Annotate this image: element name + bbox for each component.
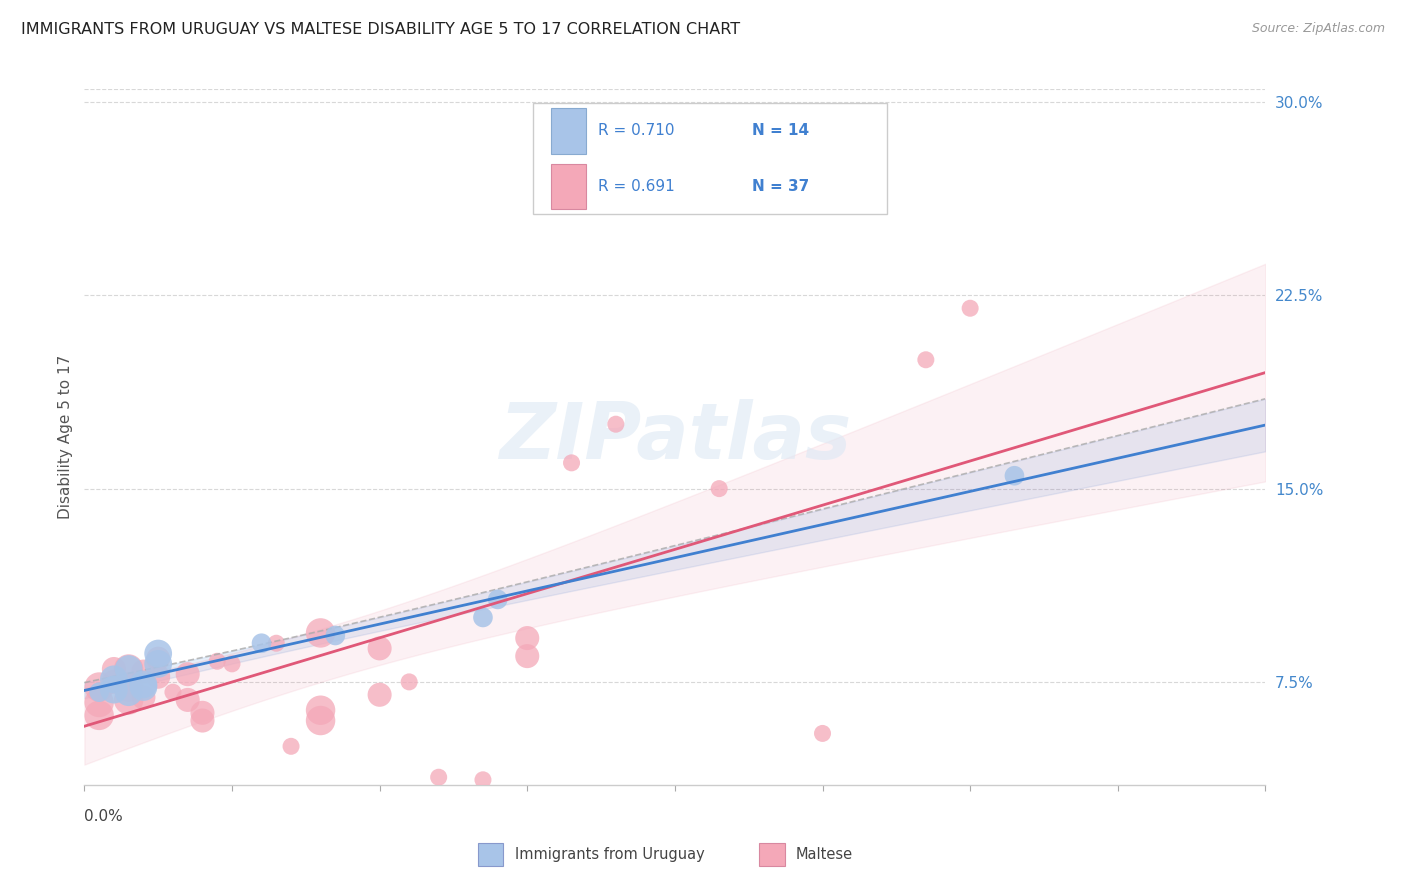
Point <box>132 690 155 705</box>
Point <box>811 726 834 740</box>
FancyBboxPatch shape <box>551 108 586 153</box>
Point <box>89 685 111 699</box>
Point <box>103 662 125 676</box>
Text: ZIPatlas: ZIPatlas <box>499 399 851 475</box>
Y-axis label: Disability Age 5 to 17: Disability Age 5 to 17 <box>58 355 73 519</box>
Point <box>177 693 200 707</box>
Point <box>191 706 214 720</box>
Point <box>118 662 141 676</box>
Text: R = 0.710: R = 0.710 <box>598 123 675 138</box>
Point <box>309 714 332 728</box>
Point <box>177 667 200 681</box>
Point <box>118 693 141 707</box>
Point <box>89 680 111 694</box>
FancyBboxPatch shape <box>551 164 586 210</box>
FancyBboxPatch shape <box>533 103 887 214</box>
Point <box>191 714 214 728</box>
Text: IMMIGRANTS FROM URUGUAY VS MALTESE DISABILITY AGE 5 TO 17 CORRELATION CHART: IMMIGRANTS FROM URUGUAY VS MALTESE DISAB… <box>21 22 740 37</box>
Point <box>132 665 155 679</box>
Point <box>118 685 141 699</box>
Text: N = 37: N = 37 <box>752 179 808 194</box>
Text: Source: ZipAtlas.com: Source: ZipAtlas.com <box>1251 22 1385 36</box>
Text: Immigrants from Uruguay: Immigrants from Uruguay <box>515 847 704 862</box>
Point <box>148 651 170 665</box>
Point <box>89 708 111 723</box>
Point <box>103 673 125 687</box>
Point <box>264 636 288 650</box>
Point <box>486 592 509 607</box>
Text: 0.0%: 0.0% <box>84 809 124 824</box>
Point <box>560 456 583 470</box>
Point <box>280 739 302 754</box>
Point <box>472 772 495 787</box>
Point <box>309 626 332 640</box>
Point <box>1004 468 1026 483</box>
Point <box>709 482 731 496</box>
Point <box>516 649 538 664</box>
Point <box>323 628 347 642</box>
Point <box>398 674 420 689</box>
Point <box>368 641 391 656</box>
Point <box>132 680 155 694</box>
Point <box>148 657 170 671</box>
Text: N = 14: N = 14 <box>752 123 808 138</box>
Point <box>103 682 125 697</box>
Point <box>368 688 391 702</box>
Point <box>605 417 627 432</box>
Point <box>148 647 170 661</box>
Point <box>516 631 538 645</box>
Point <box>118 662 141 676</box>
Point <box>162 685 184 699</box>
Point <box>309 703 332 717</box>
Point <box>472 610 495 624</box>
Point <box>103 674 125 689</box>
Point <box>132 677 155 691</box>
Point <box>221 657 243 671</box>
Point <box>959 301 981 316</box>
Text: R = 0.691: R = 0.691 <box>598 179 675 194</box>
Text: Maltese: Maltese <box>796 847 853 862</box>
Point <box>89 696 111 710</box>
Point <box>205 654 228 668</box>
Point <box>118 680 141 694</box>
Point <box>427 770 450 784</box>
Point <box>148 670 170 684</box>
Point <box>250 636 273 650</box>
Point <box>915 352 938 367</box>
